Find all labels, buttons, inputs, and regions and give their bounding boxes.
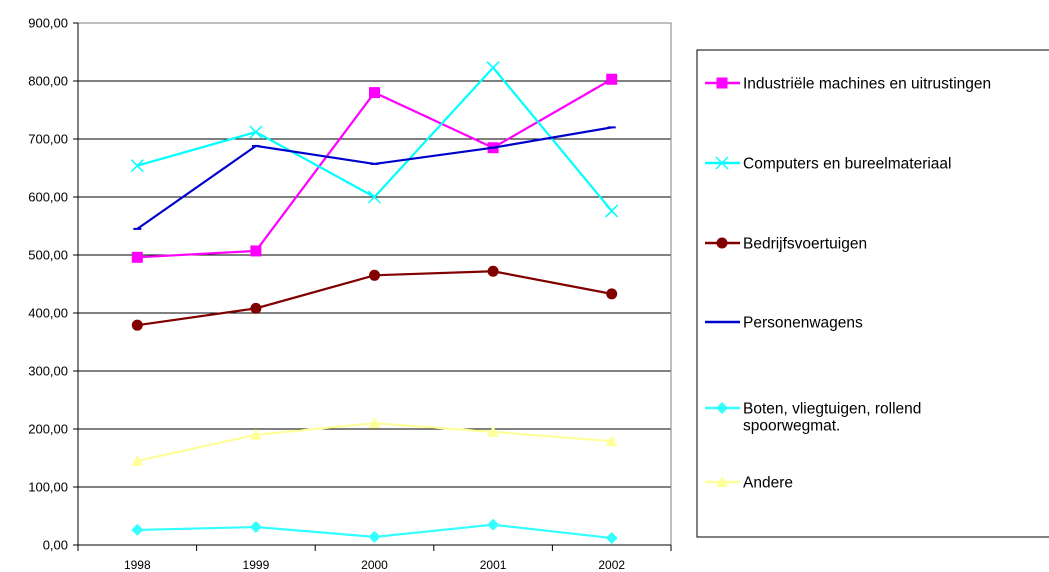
legend-entry: Computers en bureelmateriaal: [705, 156, 952, 173]
data-point: [250, 302, 262, 314]
data-point: [250, 245, 262, 257]
legend-entry: Personenwagens: [705, 315, 863, 332]
x-tick-label: 2002: [598, 558, 625, 572]
legend-entry: Industriële machines en uitrustingen: [705, 76, 991, 93]
data-point: [131, 251, 143, 263]
data-point: [716, 237, 728, 249]
y-tick-label: 200,00: [28, 422, 68, 437]
data-point: [131, 454, 144, 466]
data-point: [249, 521, 262, 534]
y-tick-label: 100,00: [28, 480, 68, 495]
x-tick-label: 1999: [243, 558, 270, 572]
data-point: [606, 288, 618, 300]
legend-label: Computers en bureelmateriaal: [743, 156, 952, 173]
data-point: [131, 523, 144, 536]
data-point: [487, 518, 500, 531]
legend-label: Andere: [743, 475, 793, 492]
y-tick-label: 400,00: [28, 306, 68, 321]
x-axis-ticks: 1998 1999 2000 2001 2002: [124, 558, 625, 572]
series-line: [136, 126, 612, 230]
data-point: [369, 87, 380, 99]
data-point: [605, 435, 618, 447]
y-axis-ticks: 0,00 100,00 200,00 300,00 400,00 500,00 600,00…: [28, 16, 68, 553]
y-tick-label: 800,00: [28, 74, 68, 89]
data-point: [606, 73, 618, 85]
series-line: [137, 78, 613, 259]
x-tick-label: 2001: [480, 558, 507, 572]
data-point: [487, 265, 499, 277]
y-tick-label: 600,00: [28, 190, 68, 205]
data-point: [368, 530, 381, 543]
data-point: [716, 476, 728, 487]
data-point: [486, 61, 500, 75]
plot-area: [77, 22, 672, 546]
series-4: [133, 126, 616, 230]
data-point: [131, 319, 143, 331]
y-tick-label: 0,00: [43, 538, 68, 553]
legend-label: Bedrijfsvoertuigen: [743, 236, 867, 253]
data-point: [605, 532, 618, 545]
data-point: [367, 190, 382, 204]
data-point: [130, 159, 144, 173]
y-tick-label: 700,00: [28, 132, 68, 147]
y-tick-label: 300,00: [28, 364, 68, 379]
data-point: [487, 425, 500, 437]
data-point: [716, 402, 728, 414]
legend-entry: Boten, vliegtuigen, rollend spoorwegmat.: [705, 401, 921, 435]
series-6: [131, 417, 618, 466]
axes: [73, 22, 672, 551]
series-1: [131, 73, 618, 263]
legend-entry: Bedrijfsvoertuigen: [705, 236, 867, 253]
y-tick-label: 900,00: [28, 16, 68, 31]
y-tick-label: 500,00: [28, 248, 68, 263]
data-point: [715, 156, 729, 170]
legend-label: Personenwagens: [743, 315, 863, 332]
legend-entry: Andere: [705, 475, 793, 492]
legend-label: Boten, vliegtuigen, rollend spoorwegmat.: [743, 401, 921, 435]
x-tick-label: 1998: [124, 558, 151, 572]
data-point: [369, 269, 380, 281]
series-2: [130, 61, 619, 218]
data-point: [249, 125, 263, 139]
series-5: [131, 518, 618, 545]
legend: Industriële machines en uitrustingen Comp…: [696, 49, 1049, 538]
legend-box: [696, 49, 1049, 538]
legend-label: Industriële machines en uitrustingen: [743, 76, 991, 93]
data-point: [368, 417, 381, 429]
data-point: [716, 77, 728, 89]
data-point: [605, 204, 619, 218]
series-3: [131, 265, 618, 331]
data-point: [249, 428, 262, 440]
series-lines: [130, 61, 619, 545]
x-tick-label: 2000: [361, 558, 388, 572]
